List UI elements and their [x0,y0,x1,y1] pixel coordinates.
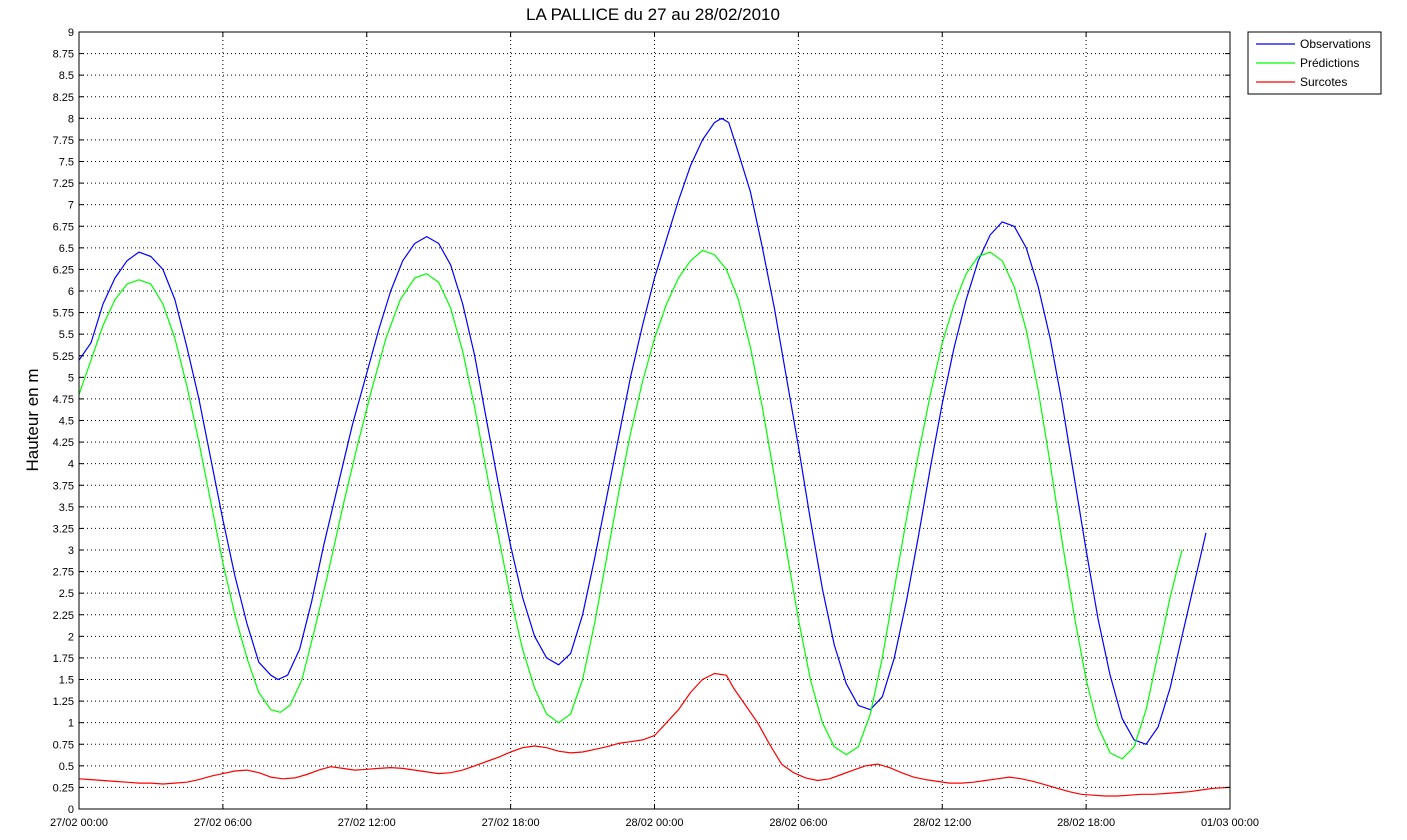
y-tick-label: 1.25 [53,696,74,708]
grid [79,32,1230,809]
legend-label: Observations [1300,37,1371,51]
y-tick-label: 7.5 [59,157,74,169]
y-tick-label: 5.5 [59,329,74,341]
x-tick-label: 28/02 12:00 [913,817,971,829]
x-tick-label: 28/02 06:00 [769,817,827,829]
y-tick-label: 7.75 [53,135,74,147]
series-line-surcotes [78,672,1231,797]
y-tick-label: 6.25 [53,264,74,276]
series-group [78,117,1231,797]
y-tick-label: 0.25 [53,782,74,794]
y-tick-label: 4.75 [53,394,74,406]
y-tick-label: 7.25 [53,178,74,190]
y-tick-label: 4.25 [53,437,74,449]
y-tick-label: 0.5 [59,761,74,773]
y-tick-label: 8 [68,113,74,125]
legend-label: Prédictions [1300,56,1359,70]
y-tick-label: 1.5 [59,675,74,687]
x-tick-label: 27/02 12:00 [338,817,396,829]
x-tick-label: 27/02 00:00 [50,817,108,829]
y-tick-label: 0.75 [53,739,74,751]
y-tick-label: 2 [68,631,74,643]
y-tick-label: 5.75 [53,308,74,320]
y-tick-label: 3.5 [59,502,74,514]
y-tick-label: 2.5 [59,588,74,600]
y-tick-label: 5 [68,372,74,384]
x-tick-label: 27/02 06:00 [194,817,252,829]
x-tick-label: 28/02 00:00 [625,817,683,829]
y-tick-label: 3.25 [53,523,74,535]
y-tick-label: 7 [68,200,74,212]
series-line-observations [78,117,1207,745]
y-tick-label: 9 [68,27,74,39]
y-tick-label: 2.75 [53,567,74,579]
legend: Observations Prédictions Surcotes [1247,31,1382,95]
y-tick-label: 4.5 [59,416,74,428]
x-tick-label: 01/03 00:00 [1201,817,1259,829]
y-tick-label: 3.75 [53,480,74,492]
legend-label: Surcotes [1300,75,1347,89]
y-tick-label: 3 [68,545,74,557]
chart-title: LA PALLICE du 27 au 28/02/2010 [526,5,780,24]
y-tick-label: 5.25 [53,351,74,363]
y-tick-label: 8.25 [53,92,74,104]
x-tick-label: 28/02 18:00 [1057,817,1115,829]
x-tick-label: 27/02 18:00 [482,817,540,829]
y-tick-label: 6.75 [53,221,74,233]
y-tick-label: 6 [68,286,74,298]
y-axis-label: Hauteur en m [23,369,42,472]
y-tick-label: 8.5 [59,70,74,82]
y-tick-label: 0 [68,804,74,816]
y-tick-label: 6.5 [59,243,74,255]
y-tick-label: 4 [68,459,74,471]
y-tick-label: 1 [68,718,74,730]
ticks: 0 0.25 0.5 0.75 1 1.25 1.5 1.75 2 2.25 2.5 2.75 3 3.2… [50,27,1259,829]
y-tick-label: 2.25 [53,610,74,622]
y-tick-label: 8.75 [53,49,74,61]
y-tick-label: 1.75 [53,653,74,665]
series-line-pr-dictions [78,249,1183,760]
